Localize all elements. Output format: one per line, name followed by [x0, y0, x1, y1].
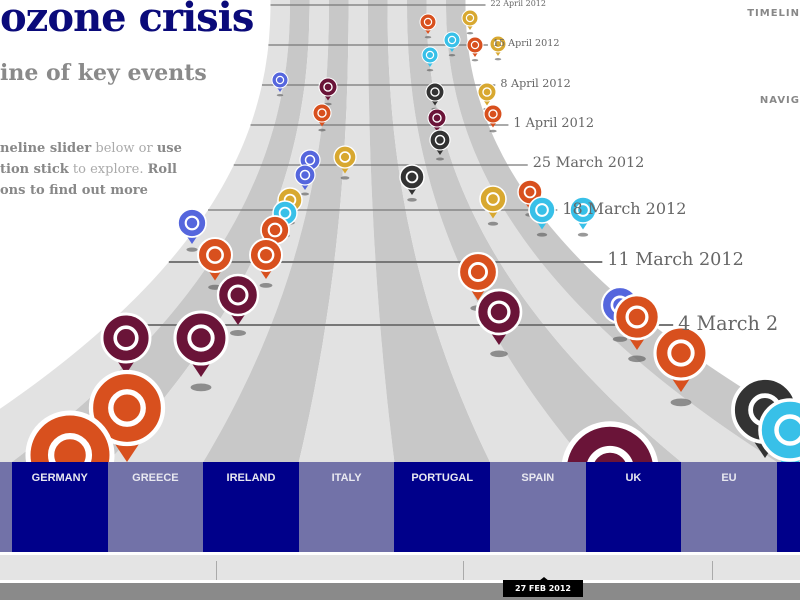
- country-column-spain[interactable]: SPAIN: [490, 462, 586, 552]
- event-marker[interactable]: [479, 185, 507, 226]
- timeline-road: [0, 0, 800, 462]
- event-marker[interactable]: [173, 310, 229, 392]
- column-edge: [0, 462, 12, 552]
- event-marker[interactable]: [216, 273, 260, 336]
- lane: [0, 0, 290, 462]
- timeline-scrollbar[interactable]: [0, 580, 800, 600]
- event-marker[interactable]: [483, 104, 503, 133]
- event-marker[interactable]: [569, 196, 597, 237]
- slider-tick: [463, 561, 464, 581]
- country-column-italy[interactable]: ITALY: [298, 462, 395, 552]
- event-marker[interactable]: [489, 35, 507, 61]
- country-column-portugal[interactable]: PORTUGAL: [394, 462, 490, 552]
- event-marker[interactable]: [653, 325, 709, 407]
- intro-fragment: to explore.: [68, 162, 148, 177]
- slider-tick: [216, 561, 217, 581]
- event-marker[interactable]: [25, 410, 115, 462]
- lane: [387, 0, 586, 462]
- lane: [298, 0, 395, 462]
- event-marker[interactable]: [475, 288, 523, 358]
- event-marker[interactable]: [399, 164, 425, 202]
- lane: [368, 0, 490, 462]
- lane: [203, 0, 349, 462]
- intro-fragment: tion stick: [0, 162, 69, 177]
- event-marker[interactable]: [613, 293, 661, 363]
- intro-fragment: ons to find out more: [0, 183, 148, 198]
- date-label: 25 March 2012: [532, 154, 645, 171]
- event-marker[interactable]: [429, 129, 451, 161]
- timeline-nav-label[interactable]: TIMELIN: [747, 8, 800, 19]
- timeline-slider-track[interactable]: [0, 552, 800, 581]
- country-column-germany[interactable]: GERMANY: [12, 462, 108, 552]
- event-marker[interactable]: [271, 71, 289, 97]
- event-marker[interactable]: [88, 369, 166, 462]
- intro-fragment: use: [156, 141, 182, 156]
- date-label: 18 March 2012: [562, 198, 687, 218]
- event-marker[interactable]: [457, 251, 499, 311]
- lane: [407, 0, 682, 462]
- event-marker[interactable]: [528, 196, 556, 237]
- lane: [426, 0, 777, 462]
- date-label: 22 April 2012: [490, 0, 546, 9]
- intro-fragment: below or: [91, 141, 157, 156]
- intro-text: neline slider below or use tion stick to…: [0, 138, 200, 201]
- page-title: ozone crisis: [0, 0, 254, 41]
- slider-tick: [712, 561, 713, 581]
- event-marker[interactable]: [333, 145, 357, 180]
- event-marker[interactable]: [294, 164, 316, 196]
- page-subtitle: ine of key events: [0, 60, 207, 86]
- date-label: 8 April 2012: [500, 77, 571, 91]
- intro-fragment: neline slider: [0, 141, 92, 156]
- event-marker[interactable]: [561, 421, 659, 462]
- event-marker[interactable]: [249, 238, 283, 288]
- date-label: 1 April 2012: [513, 116, 595, 132]
- event-marker[interactable]: [466, 36, 484, 62]
- country-columns: GERMANY GREECE IRELAND ITALY PORTUGAL SPAIN UK…: [0, 462, 800, 552]
- event-marker[interactable]: [443, 31, 461, 57]
- event-marker[interactable]: [318, 77, 338, 106]
- event-marker[interactable]: [419, 13, 437, 39]
- country-column-greece[interactable]: GREECE: [107, 462, 204, 552]
- country-column-eu[interactable]: EU: [681, 462, 777, 552]
- column-edge: [777, 462, 800, 552]
- event-marker[interactable]: [312, 103, 332, 132]
- slider-handle[interactable]: 27 FEB 2012: [503, 577, 583, 597]
- country-column-ireland[interactable]: IRELAND: [203, 462, 299, 552]
- event-marker[interactable]: [421, 46, 439, 72]
- navigation-label[interactable]: NAVIG: [759, 95, 800, 106]
- date-label: 11 March 2012: [607, 249, 744, 270]
- country-column-uk[interactable]: UK: [585, 462, 682, 552]
- event-marker[interactable]: [758, 398, 800, 462]
- date-label: 4 March 2: [678, 311, 779, 335]
- event-marker[interactable]: [461, 9, 479, 35]
- lane: [12, 0, 310, 462]
- event-marker[interactable]: [177, 208, 207, 252]
- date-label: 15 April 2012: [492, 38, 560, 50]
- intro-fragment: Roll: [147, 162, 177, 177]
